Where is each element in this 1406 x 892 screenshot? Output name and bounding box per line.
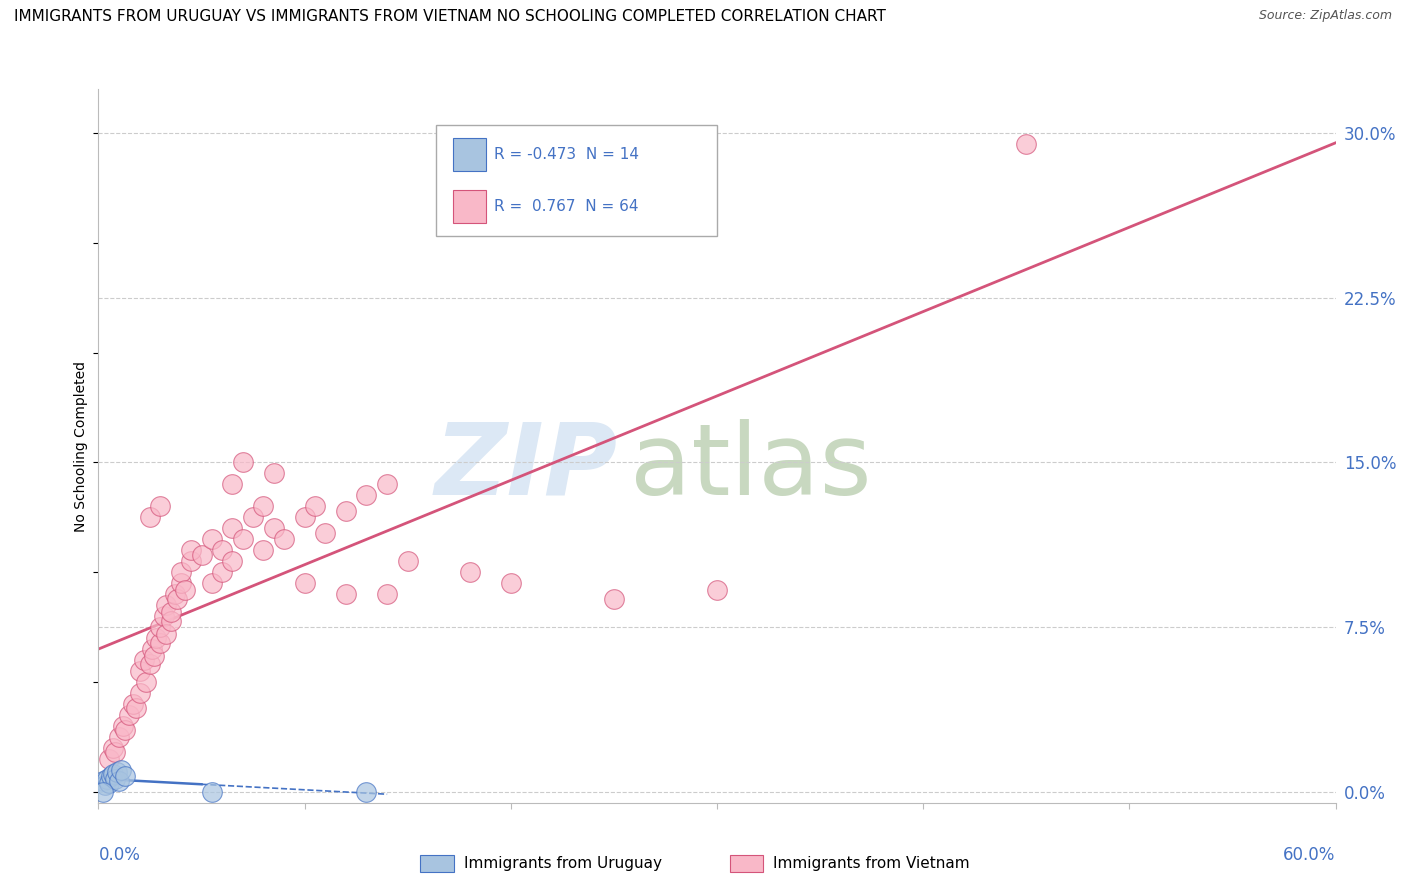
Point bbox=[139, 657, 162, 672]
Point bbox=[145, 631, 167, 645]
Point bbox=[180, 543, 202, 558]
Point bbox=[190, 548, 212, 562]
Point bbox=[153, 609, 176, 624]
Point bbox=[149, 635, 172, 649]
Point bbox=[101, 740, 124, 755]
Point bbox=[335, 587, 357, 601]
Point bbox=[201, 576, 224, 591]
Point bbox=[170, 566, 193, 580]
Point bbox=[149, 500, 172, 514]
Point bbox=[93, 778, 115, 792]
Point bbox=[273, 533, 295, 547]
Point bbox=[105, 765, 128, 780]
Text: Source: ZipAtlas.com: Source: ZipAtlas.com bbox=[1258, 9, 1392, 22]
Text: R = -0.473  N = 14: R = -0.473 N = 14 bbox=[494, 147, 638, 162]
Point bbox=[141, 642, 163, 657]
Point bbox=[396, 554, 419, 568]
Text: Immigrants from Vietnam: Immigrants from Vietnam bbox=[773, 856, 970, 871]
Text: 0.0%: 0.0% bbox=[98, 846, 141, 863]
Point bbox=[163, 587, 186, 601]
Text: 60.0%: 60.0% bbox=[1284, 846, 1336, 863]
Point bbox=[149, 620, 172, 634]
Point bbox=[124, 701, 146, 715]
Point bbox=[110, 763, 132, 777]
Point bbox=[128, 664, 150, 678]
Point bbox=[104, 745, 127, 759]
Point bbox=[170, 576, 193, 591]
Point bbox=[112, 719, 135, 733]
Point bbox=[166, 591, 188, 606]
Point bbox=[101, 767, 124, 781]
Point bbox=[159, 614, 181, 628]
Point bbox=[1015, 137, 1038, 152]
Point bbox=[221, 521, 243, 535]
Text: IMMIGRANTS FROM URUGUAY VS IMMIGRANTS FROM VIETNAM NO SCHOOLING COMPLETED CORREL: IMMIGRANTS FROM URUGUAY VS IMMIGRANTS FR… bbox=[14, 9, 886, 24]
Point bbox=[263, 467, 285, 481]
Text: Immigrants from Uruguay: Immigrants from Uruguay bbox=[464, 856, 662, 871]
Point bbox=[499, 576, 522, 591]
Point bbox=[232, 455, 254, 469]
Point bbox=[122, 697, 145, 711]
Point bbox=[242, 510, 264, 524]
Text: ZIP: ZIP bbox=[434, 419, 619, 516]
Point bbox=[263, 521, 285, 535]
Point bbox=[335, 504, 357, 518]
Point bbox=[221, 477, 243, 491]
Point bbox=[603, 591, 626, 606]
Point bbox=[294, 510, 316, 524]
Point bbox=[180, 554, 202, 568]
Point bbox=[211, 566, 233, 580]
Point bbox=[211, 543, 233, 558]
Point bbox=[91, 785, 114, 799]
Point bbox=[314, 525, 336, 540]
Text: atlas: atlas bbox=[630, 419, 872, 516]
Point bbox=[104, 772, 127, 786]
Point bbox=[91, 773, 114, 788]
Point bbox=[128, 686, 150, 700]
Point bbox=[294, 576, 316, 591]
Y-axis label: No Schooling Completed: No Schooling Completed bbox=[75, 360, 89, 532]
Point bbox=[132, 653, 155, 667]
Point bbox=[97, 776, 120, 790]
Point bbox=[118, 708, 141, 723]
Point bbox=[201, 533, 224, 547]
Point bbox=[114, 723, 136, 738]
Point bbox=[201, 785, 224, 799]
Point bbox=[135, 675, 157, 690]
Point bbox=[155, 598, 177, 612]
Point bbox=[100, 769, 122, 783]
Point bbox=[252, 543, 274, 558]
Point bbox=[108, 730, 131, 744]
Point bbox=[458, 566, 481, 580]
Point bbox=[139, 510, 162, 524]
Point bbox=[159, 605, 181, 619]
Point bbox=[143, 648, 166, 663]
Point bbox=[97, 752, 120, 766]
Point bbox=[375, 477, 398, 491]
Point bbox=[174, 582, 197, 597]
Point bbox=[221, 554, 243, 568]
Point bbox=[96, 772, 118, 786]
Point bbox=[356, 488, 378, 502]
Point bbox=[232, 533, 254, 547]
Point bbox=[114, 769, 136, 783]
Point bbox=[356, 785, 378, 799]
Point bbox=[108, 773, 131, 788]
Point bbox=[706, 582, 728, 597]
Point bbox=[304, 500, 326, 514]
Point bbox=[375, 587, 398, 601]
Point bbox=[155, 626, 177, 640]
Point bbox=[252, 500, 274, 514]
Text: R =  0.767  N = 64: R = 0.767 N = 64 bbox=[494, 199, 638, 214]
